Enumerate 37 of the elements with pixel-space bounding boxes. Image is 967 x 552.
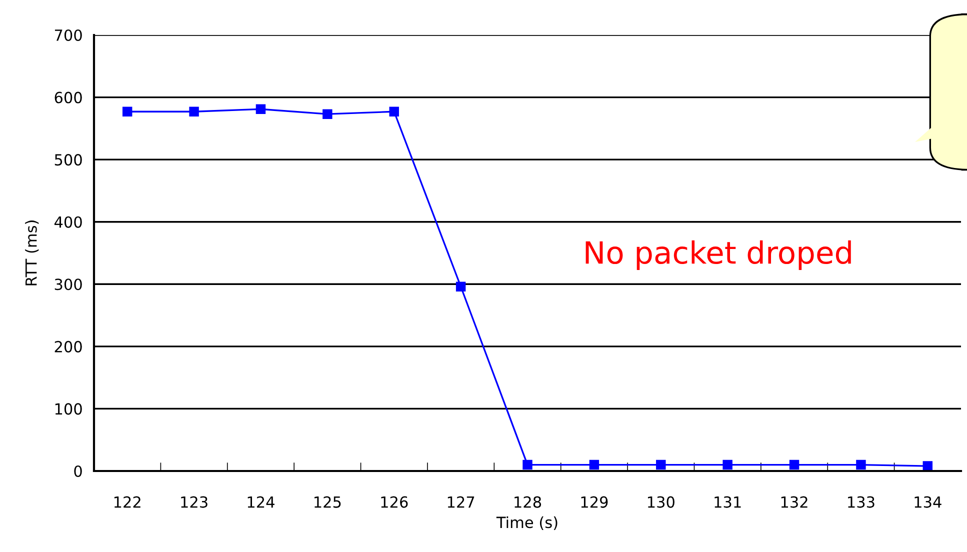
- point: [856, 460, 866, 470]
- y-tick-label: 200: [54, 340, 82, 352]
- x-tick-label: 123: [181, 496, 208, 508]
- y-tick-label: 100: [55, 403, 82, 415]
- x-axis-title: Time (s): [496, 516, 558, 530]
- x-tick-label: 128: [514, 496, 542, 508]
- x-tick-label: 122: [114, 496, 140, 508]
- x-tick-label: 134: [914, 496, 942, 508]
- y-tick-label: 600: [54, 92, 82, 104]
- x-tick-label: 129: [581, 496, 608, 508]
- point: [456, 282, 466, 292]
- x-tick-label: 130: [648, 496, 674, 508]
- point: [256, 104, 266, 114]
- y-tick-label: 400: [54, 216, 82, 228]
- point: [522, 460, 532, 470]
- annotation: No packet droped: [586, 240, 851, 270]
- point: [189, 106, 199, 116]
- y-axis-title: RTT (ms): [25, 220, 39, 286]
- x-tick-label: 126: [381, 496, 408, 508]
- point: [322, 109, 332, 119]
- y-tick-label: 300: [54, 278, 82, 290]
- y-tick-label: 700: [54, 29, 82, 42]
- x-tick-label: 127: [448, 496, 474, 508]
- point: [122, 106, 132, 116]
- point: [722, 460, 732, 470]
- x-tick-label: 124: [248, 496, 274, 508]
- point: [656, 460, 666, 470]
- x-tick-label: 132: [781, 496, 808, 508]
- point: [589, 460, 600, 470]
- x-tick-label: 125: [314, 496, 341, 508]
- point: [789, 460, 800, 470]
- y-tick-label: 500: [54, 154, 82, 166]
- y-tick-label: 0: [74, 465, 82, 478]
- point: [922, 461, 933, 471]
- point: [389, 106, 399, 116]
- x-tick-label: 133: [848, 496, 874, 508]
- x-tick-label: 131: [714, 496, 741, 508]
